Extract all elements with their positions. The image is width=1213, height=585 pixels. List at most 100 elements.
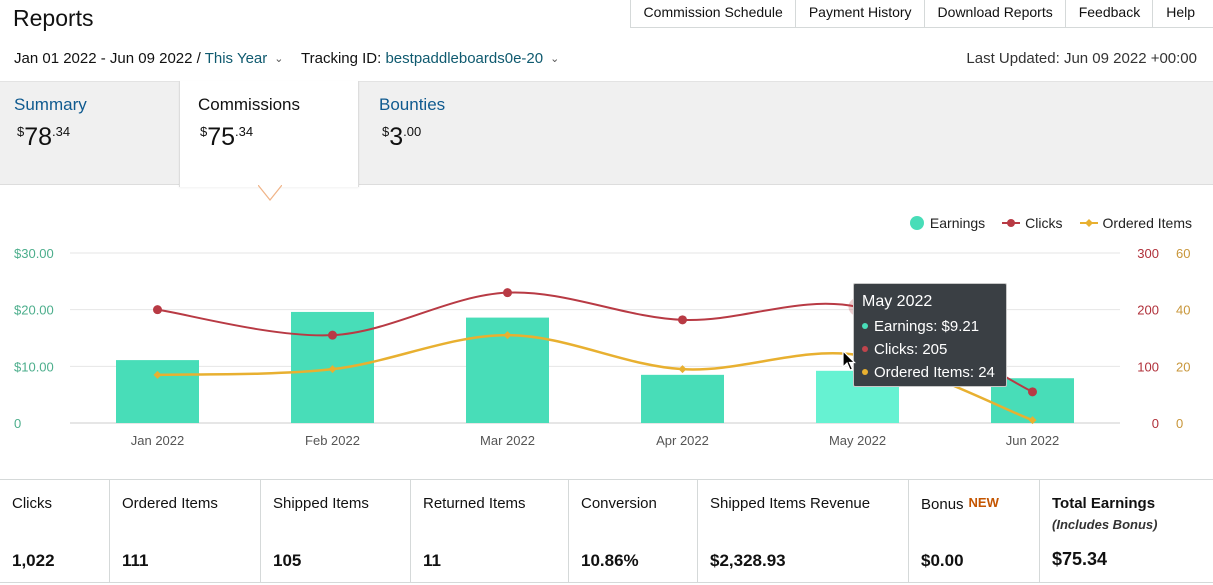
stat-value: 1,022 bbox=[12, 551, 55, 570]
ordered-items-point bbox=[1028, 416, 1037, 425]
clicks-point bbox=[678, 315, 687, 325]
stats-row: Clicks 1,022 Ordered Items 111 Shipped I… bbox=[0, 479, 1213, 583]
stat-label: Bonus NEW bbox=[921, 495, 999, 513]
last-updated-text: Last Updated: Jun 09 2022 +00:00 bbox=[966, 50, 1197, 67]
stat-label: Total Earnings bbox=[1052, 495, 1156, 512]
tab-bounties-label[interactable]: Bounties bbox=[379, 95, 446, 114]
y-tick-clicks: 0 bbox=[1152, 416, 1159, 431]
new-badge: NEW bbox=[968, 495, 999, 510]
tracking-id-value[interactable]: bestpaddleboards0e-20 bbox=[385, 50, 544, 67]
clicks-point bbox=[328, 330, 337, 340]
tracking-id-label: Tracking ID: bbox=[301, 50, 382, 67]
tab-commissions[interactable]: Commissions $75.34 bbox=[179, 81, 359, 187]
chart-legend: Earnings Clicks Ordered Items bbox=[892, 213, 1192, 233]
tooltip-row-ordered-items: Ordered Items: 24 bbox=[862, 361, 1006, 384]
y-tick-left: 0 bbox=[14, 416, 21, 431]
tab-bounties-amount: $3.00 bbox=[382, 123, 422, 151]
stat-value: $75.34 bbox=[1052, 549, 1108, 569]
stat-returned-items: Returned Items 11 bbox=[411, 480, 569, 582]
stat-value: $0.00 bbox=[921, 551, 964, 570]
tab-summary[interactable]: Summary $78.34 bbox=[0, 81, 180, 185]
tooltip-title: May 2022 bbox=[862, 293, 933, 310]
stat-label: Shipped Items Revenue bbox=[710, 495, 871, 512]
commission-schedule-button[interactable]: Commission Schedule bbox=[631, 0, 796, 27]
tab-summary-label[interactable]: Summary bbox=[14, 95, 87, 114]
y-tick-left: $10.00 bbox=[14, 359, 54, 374]
top-nav: Commission Schedule Payment History Down… bbox=[629, 0, 1213, 28]
payment-history-button[interactable]: Payment History bbox=[796, 0, 925, 27]
period-link[interactable]: This Year bbox=[204, 50, 268, 67]
stat-label: Returned Items bbox=[423, 495, 526, 512]
tooltip-row-earnings: Earnings: $9.21 bbox=[862, 315, 1006, 338]
stat-value: 10.86% bbox=[581, 551, 639, 570]
tracking-id-selector[interactable]: Tracking ID: bestpaddleboards0e-20 ⌄ bbox=[301, 50, 559, 67]
x-tick-label: Jan 2022 bbox=[131, 433, 185, 448]
clicks-legend-icon bbox=[1002, 219, 1021, 227]
stat-sublabel: (Includes Bonus) bbox=[1052, 517, 1158, 532]
y-tick-ordered: 40 bbox=[1176, 303, 1190, 318]
clicks-point bbox=[153, 305, 162, 315]
download-reports-button[interactable]: Download Reports bbox=[925, 0, 1066, 27]
stat-clicks: Clicks 1,022 bbox=[0, 480, 110, 582]
stat-value: 111 bbox=[122, 551, 149, 570]
legend-item-earnings[interactable]: Earnings bbox=[909, 215, 985, 231]
chart-tooltip: May 2022 Earnings: $9.21 Clicks: 205 Ord… bbox=[853, 283, 1007, 387]
date-range-selector[interactable]: Jan 01 2022 - Jun 09 2022 / This Year ⌄ bbox=[14, 50, 283, 67]
legend-label-earnings: Earnings bbox=[929, 215, 986, 231]
date-separator: / bbox=[192, 50, 205, 67]
help-button[interactable]: Help bbox=[1166, 4, 1195, 20]
date-range-text: Jan 01 2022 - Jun 09 2022 bbox=[14, 50, 193, 67]
stat-value: $2,328.93 bbox=[710, 551, 786, 570]
ordered-items-legend-icon bbox=[1079, 219, 1098, 227]
stat-label: Conversion bbox=[581, 495, 657, 512]
clicks-point bbox=[503, 288, 512, 298]
stat-value: 11 bbox=[423, 551, 441, 570]
stat-value: 105 bbox=[273, 551, 302, 570]
y-tick-ordered: 20 bbox=[1176, 359, 1190, 374]
ordered-items-point bbox=[503, 331, 512, 340]
stat-ordered-items: Ordered Items 111 bbox=[110, 480, 261, 582]
tab-summary-amount: $78.34 bbox=[17, 123, 71, 151]
legend-item-ordered-items[interactable]: Ordered Items bbox=[1079, 215, 1192, 231]
y-tick-clicks: 300 bbox=[1137, 246, 1159, 261]
earnings-bar bbox=[641, 374, 724, 423]
stat-label: Clicks bbox=[12, 495, 52, 512]
filter-row: Jan 01 2022 - Jun 09 2022 / This Year ⌄ T… bbox=[14, 50, 1197, 70]
y-tick-ordered: 0 bbox=[1176, 416, 1183, 431]
x-tick-label: Feb 2022 bbox=[305, 433, 360, 448]
x-tick-label: Apr 2022 bbox=[656, 433, 709, 448]
chevron-down-icon[interactable]: ⌄ bbox=[274, 53, 284, 65]
stat-shipped-items-revenue: Shipped Items Revenue $2,328.93 bbox=[698, 480, 909, 582]
x-tick-label: Jun 2022 bbox=[1006, 433, 1060, 448]
y-tick-clicks: 100 bbox=[1137, 359, 1159, 374]
y-tick-left: $20.00 bbox=[14, 303, 54, 318]
y-tick-ordered: 60 bbox=[1176, 246, 1190, 261]
x-tick-label: Mar 2022 bbox=[480, 433, 535, 448]
x-tick-label: May 2022 bbox=[829, 433, 886, 448]
stat-shipped-items: Shipped Items 105 bbox=[261, 480, 411, 582]
stat-total-earnings: Total Earnings (Includes Bonus) $75.34 bbox=[1040, 480, 1213, 582]
tab-commissions-label[interactable]: Commissions bbox=[198, 95, 301, 114]
tab-bounties[interactable]: Bounties $3.00 bbox=[365, 81, 545, 185]
stat-label: Shipped Items bbox=[273, 495, 369, 512]
y-tick-clicks: 200 bbox=[1137, 303, 1159, 318]
stat-conversion: Conversion 10.86% bbox=[569, 480, 698, 582]
active-tab-pointer-icon bbox=[258, 185, 282, 201]
y-tick-left: $30.00 bbox=[14, 246, 54, 261]
mouse-cursor-icon bbox=[842, 350, 856, 371]
ordered-items-point bbox=[153, 370, 162, 379]
legend-label-clicks: Clicks bbox=[1025, 215, 1063, 231]
legend-item-clicks[interactable]: Clicks bbox=[1002, 215, 1063, 231]
earnings-bar bbox=[116, 360, 199, 423]
chevron-down-icon[interactable]: ⌄ bbox=[550, 53, 560, 65]
legend-label-ordered-items: Ordered Items bbox=[1102, 215, 1192, 231]
stat-label: Ordered Items bbox=[122, 495, 218, 512]
ordered-items-point bbox=[678, 365, 687, 374]
tab-commissions-amount: $75.34 bbox=[200, 123, 254, 151]
ordered-items-point bbox=[328, 365, 337, 374]
earnings-legend-icon bbox=[909, 216, 924, 230]
tooltip-row-clicks: Clicks: 205 bbox=[862, 338, 1006, 361]
stat-bonus: Bonus NEW $0.00 bbox=[909, 480, 1040, 582]
clicks-point bbox=[1028, 387, 1037, 397]
feedback-button[interactable]: Feedback bbox=[1066, 0, 1154, 27]
